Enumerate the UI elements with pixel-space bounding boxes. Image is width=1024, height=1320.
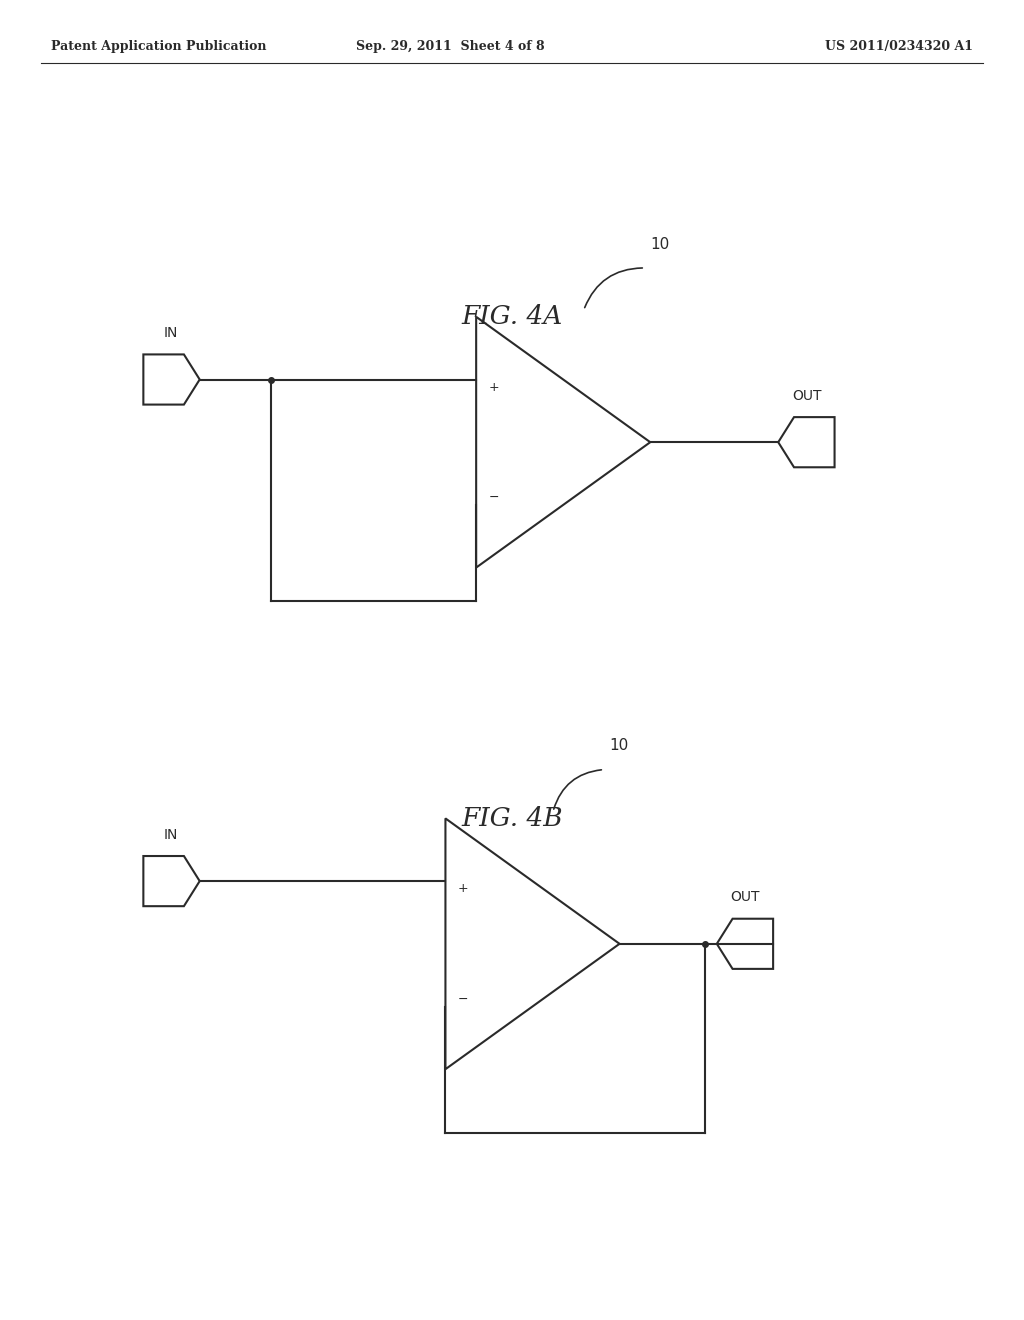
Text: OUT: OUT	[793, 388, 821, 403]
Text: +: +	[488, 380, 499, 393]
Text: US 2011/0234320 A1: US 2011/0234320 A1	[824, 40, 973, 53]
Text: −: −	[458, 993, 468, 1006]
Text: 10: 10	[650, 236, 670, 252]
Text: OUT: OUT	[731, 890, 760, 904]
Text: FIG. 4B: FIG. 4B	[461, 807, 563, 830]
Text: Patent Application Publication: Patent Application Publication	[51, 40, 266, 53]
Text: +: +	[458, 882, 468, 895]
Text: IN: IN	[164, 828, 178, 842]
Text: Sep. 29, 2011  Sheet 4 of 8: Sep. 29, 2011 Sheet 4 of 8	[356, 40, 545, 53]
Text: IN: IN	[164, 326, 178, 339]
Text: −: −	[488, 491, 499, 504]
Text: 10: 10	[609, 738, 629, 754]
Text: FIG. 4A: FIG. 4A	[462, 305, 562, 329]
